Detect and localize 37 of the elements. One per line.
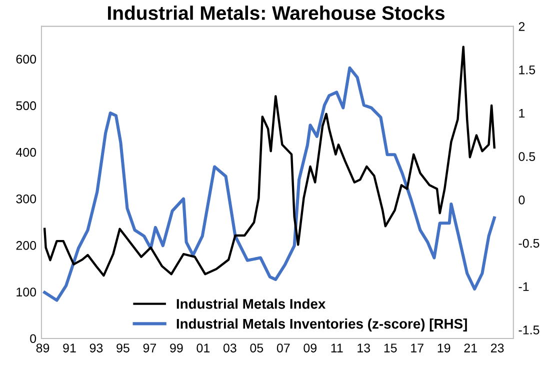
y2-tick-label: 2 [518,22,525,31]
y2-tick-label: 0 [518,196,525,204]
x-tick-label: 09 [304,344,316,352]
x-tick-label: 95 [116,344,130,352]
x-tick-label: 07 [276,344,290,352]
x-tick-label: 03 [223,344,236,352]
legend-label: Industrial Metals Index [176,298,326,309]
y2-tick-label: 0.5 [518,152,536,162]
y-tick-label: 300 [16,194,36,204]
x-tick-label: 17 [411,344,424,352]
x-tick-label: 23 [490,344,504,352]
x-tick-label: 93 [90,344,103,352]
x-tick-label: 01 [196,344,210,352]
x-tick-label: 11 [331,344,343,352]
x-tick-label: 21 [464,344,477,352]
y-tick-label: 100 [16,288,36,296]
x-tick-label: 97 [143,344,156,352]
y2-tick-label: -1.5 [518,326,540,334]
y-tick-label: 600 [16,54,36,64]
y-tick-label: 0 [30,334,36,344]
x-tick-label: 05 [250,344,264,352]
x-tick-label: 91 [63,344,76,352]
y2-tick-label: -1 [518,282,529,291]
x-tick-label: 89 [36,344,50,352]
x-tick-label: 15 [384,344,397,352]
line-series [44,46,496,277]
x-tick-label: 13 [358,344,370,352]
chart-title: Industrial Metals: Warehouse Stocks [108,6,444,20]
legend-label: Industrial Metals Inventories (z-score) [RHS] [176,318,467,332]
y2-tick-label: 1.5 [519,66,536,74]
y2-tick-label: -0.5 [518,238,540,248]
y-tick-label: 500 [16,101,36,110]
x-tick-label: 19 [438,344,450,352]
y-tick-label: 400 [16,148,36,157]
y-tick-label: 200 [16,241,36,250]
y2-tick-label: 1 [519,108,525,118]
x-tick-label: 99 [170,344,183,352]
